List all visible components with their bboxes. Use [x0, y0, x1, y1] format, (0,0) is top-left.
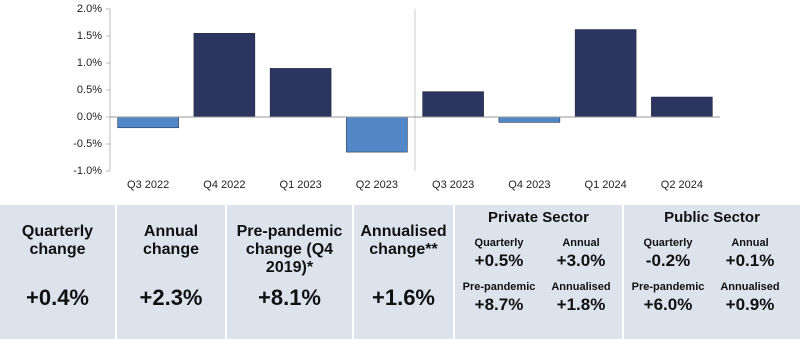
stat-label: Quarterly change: [21, 223, 94, 258]
metric-label: Annualised: [720, 281, 780, 293]
x-tick-label: Q1 2023: [280, 179, 322, 191]
stat-label: Pre-pandemic change (Q4 2019)*: [236, 223, 343, 276]
stat-box: Pre-pandemic change (Q4 2019)* +8.1%: [227, 205, 352, 339]
y-tick-label: 1.5%: [77, 30, 102, 42]
metric-label: Annualised: [551, 281, 611, 293]
bar: [422, 91, 484, 118]
x-tick-label: Q3 2022: [127, 179, 169, 191]
y-tick-label: 0.5%: [77, 84, 102, 96]
metric-label: Annual: [731, 237, 769, 249]
stat-label: Annualised change**: [360, 223, 447, 258]
sector-title: Private Sector: [488, 209, 589, 226]
chart: -1.0% -0.5% 0.0% 0.5% 1.0% 1.5% 2.0% Q3 2022 Q4 …: [73, 3, 720, 191]
y-tick-label: -1.0%: [73, 165, 102, 177]
metric-label: Annual: [562, 237, 600, 249]
stat-box: Quarterly change +0.4%: [0, 205, 115, 339]
metric-value: -0.2%: [645, 251, 691, 270]
metric-value: +1.8%: [556, 295, 606, 314]
metric-value: +8.7%: [474, 295, 524, 314]
bar: [193, 33, 256, 118]
y-tick-label: 0.0%: [77, 111, 102, 123]
x-tick-label: Q4 2023: [508, 179, 550, 191]
bar: [498, 116, 561, 123]
metric-label: Pre-pandemic: [462, 281, 536, 293]
bar: [651, 96, 713, 118]
sector-title: Public Sector: [664, 209, 760, 226]
x-tick-label: Q3 2023: [432, 179, 474, 191]
y-tick-label: 1.0%: [77, 57, 102, 69]
stat-box: Annual change +2.3%: [117, 205, 225, 339]
stat-label: Annual change: [142, 223, 199, 258]
y-tick-label: 2.0%: [77, 3, 102, 15]
metric-value: +0.1%: [725, 251, 775, 270]
x-tick-label: Q1 2024: [585, 179, 627, 191]
x-tick-label: Q4 2022: [203, 179, 245, 191]
stat-value: +1.6%: [372, 285, 435, 310]
stat-value: +2.3%: [139, 285, 203, 310]
x-tick-label: Q2 2024: [661, 179, 703, 191]
bar: [574, 29, 637, 118]
x-tick-label: Q2 2023: [356, 179, 398, 191]
stat-value: +0.4%: [26, 285, 89, 310]
metric-value: +0.5%: [474, 251, 524, 270]
metric-label: Quarterly: [474, 237, 524, 249]
metric-label: Pre-pandemic: [631, 281, 705, 293]
bar: [346, 116, 408, 153]
metric-value: +6.0%: [643, 295, 693, 314]
metric-value: +0.9%: [725, 295, 775, 314]
bar: [269, 68, 332, 118]
stat-box: Annualised change** +1.6%: [354, 205, 453, 339]
metric-label: Quarterly: [643, 237, 693, 249]
sector-box: Private Sector Quarterly +0.5% Annual +3.0% P…: [455, 205, 622, 339]
stat-value: +8.1%: [258, 285, 321, 310]
y-tick-label: -0.5%: [73, 138, 102, 150]
bar: [117, 116, 179, 129]
metric-value: +3.0%: [556, 251, 606, 270]
sector-box: Public Sector Quarterly -0.2% Annual +0.1% Pr…: [624, 205, 800, 339]
